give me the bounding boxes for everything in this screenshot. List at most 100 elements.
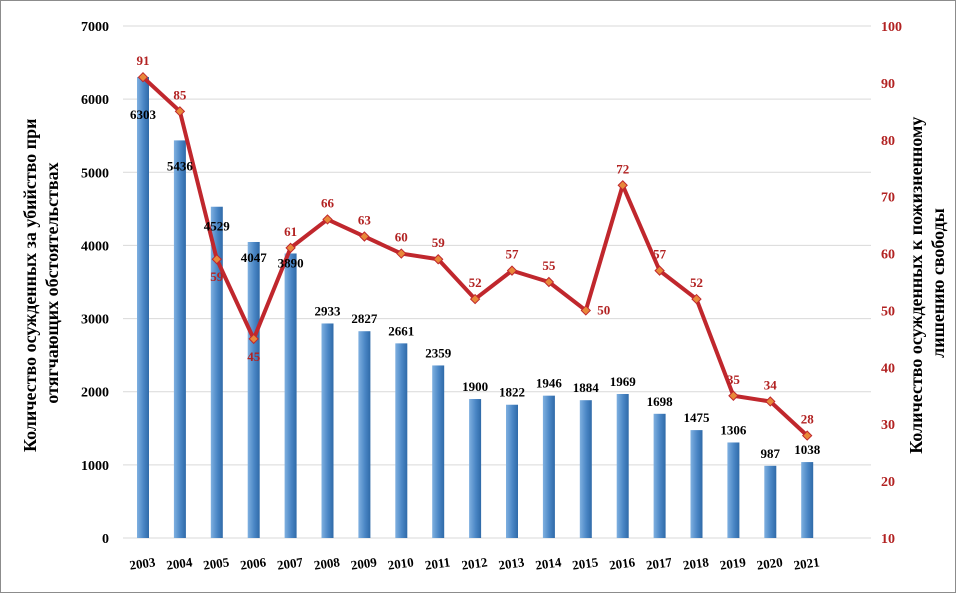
line-value-label: 45	[247, 349, 261, 364]
bar-value-label: 5436	[167, 158, 194, 173]
bar	[247, 241, 260, 539]
line-value-label: 72	[616, 161, 629, 176]
right-tick-label: 60	[881, 248, 895, 263]
line-marker	[359, 231, 370, 242]
line-marker	[211, 254, 223, 265]
bar	[284, 253, 297, 538]
line-value-label: 55	[542, 258, 556, 273]
line-marker	[801, 430, 813, 441]
line-marker	[322, 214, 333, 225]
line-value-label: 52	[690, 275, 703, 290]
line-marker	[654, 265, 665, 276]
bar-value-label: 3890	[278, 255, 304, 270]
bar-value-label: 1969	[610, 374, 637, 389]
left-tick-label: 3000	[81, 313, 109, 328]
line-value-label: 59	[210, 269, 224, 284]
left-axis-title: Количество осужденных за убийство при от…	[20, 114, 62, 452]
right-axis-title-line2: лишению свободы	[928, 208, 948, 358]
bar-value-label: 987	[761, 446, 781, 461]
x-tick-label: 2006	[239, 554, 267, 573]
bar	[358, 331, 371, 538]
x-tick-label: 2005	[202, 554, 230, 573]
bar	[432, 365, 445, 538]
bar	[137, 76, 149, 539]
right-tick-label: 10	[881, 532, 895, 547]
right-tick-label: 90	[881, 77, 895, 92]
bar-value-label: 2933	[315, 303, 342, 318]
line-value-label: 57	[653, 247, 667, 262]
left-tick-label: 7000	[81, 20, 109, 35]
bar	[542, 395, 555, 538]
bar	[469, 399, 482, 538]
left-tick-label: 4000	[81, 239, 109, 254]
x-tick-label: 2010	[387, 554, 415, 572]
line-value-label: 28	[801, 412, 815, 427]
line-marker	[543, 276, 555, 288]
left-axis-title-line1: Количество осужденных за убийство при	[20, 118, 40, 452]
bar-value-label: 6303	[130, 107, 157, 122]
bar-value-label: 2661	[388, 323, 414, 338]
left-axis-title-line2: отягчающих обстоятельствах	[42, 162, 62, 403]
line-value-label: 91	[137, 53, 150, 68]
line-marker	[617, 180, 628, 191]
right-tick-label: 40	[881, 361, 895, 376]
line-value-label: 66	[321, 195, 335, 210]
bar-value-label: 1822	[499, 385, 525, 400]
line-marker	[248, 333, 259, 345]
x-tick-label: 2008	[313, 554, 341, 573]
bar	[764, 465, 777, 538]
line-value-label: 61	[284, 224, 297, 239]
x-tick-label: 2012	[461, 554, 489, 572]
bar-value-label: 2359	[425, 345, 452, 360]
line-value-label: 52	[469, 275, 482, 290]
bar-value-label: 1038	[794, 442, 821, 457]
bar-value-label: 4047	[241, 250, 268, 265]
x-tick-label: 2013	[497, 554, 525, 573]
line-series	[137, 71, 813, 441]
bar	[616, 393, 629, 538]
right-tick-label: 70	[881, 191, 895, 206]
bar	[173, 140, 186, 538]
x-tick-label: 2019	[719, 554, 747, 573]
x-tick-label: 2020	[756, 554, 784, 572]
bar	[690, 430, 703, 538]
x-tick-label: 2017	[645, 554, 673, 573]
x-tick-label: 2011	[424, 554, 451, 572]
bar-value-label: 2827	[351, 311, 378, 326]
line-marker	[432, 254, 444, 265]
bar-value-label: 1698	[647, 394, 674, 409]
bar	[579, 400, 592, 538]
x-tick-label: 2018	[682, 554, 710, 573]
line-marker	[469, 293, 481, 305]
bar-value-label: 1306	[720, 422, 747, 437]
line-marker	[396, 248, 407, 259]
bar-value-label: 1475	[684, 410, 711, 425]
line-marker	[691, 293, 702, 305]
bar-series	[137, 76, 814, 539]
bar	[395, 343, 408, 538]
bar-value-label: 1884	[573, 380, 600, 395]
left-tick-label: 5000	[81, 166, 109, 181]
line-marker	[174, 106, 186, 117]
x-tick-label: 2007	[276, 554, 304, 573]
line-value-label: 60	[395, 230, 408, 245]
line-marker	[137, 71, 149, 83]
right-axis-title: Количество осужденных к пожизненному лиш…	[906, 112, 948, 454]
x-tick-label: 2014	[534, 554, 562, 573]
x-tick-label: 2016	[608, 554, 636, 573]
line-value-label: 59	[432, 235, 446, 250]
x-tick-label: 2004	[165, 554, 193, 573]
line-value-label: 57	[506, 247, 520, 262]
axis-ticks: 0100020003000400050006000700010203040506…	[81, 20, 902, 573]
left-tick-label: 1000	[81, 459, 109, 474]
line-marker	[728, 390, 739, 401]
right-tick-label: 20	[881, 475, 895, 490]
line-marker	[580, 305, 592, 316]
bar	[653, 413, 666, 538]
x-tick-label: 2015	[571, 554, 599, 573]
line-value-label: 85	[173, 87, 187, 102]
bar	[506, 404, 518, 538]
bar	[727, 442, 740, 538]
